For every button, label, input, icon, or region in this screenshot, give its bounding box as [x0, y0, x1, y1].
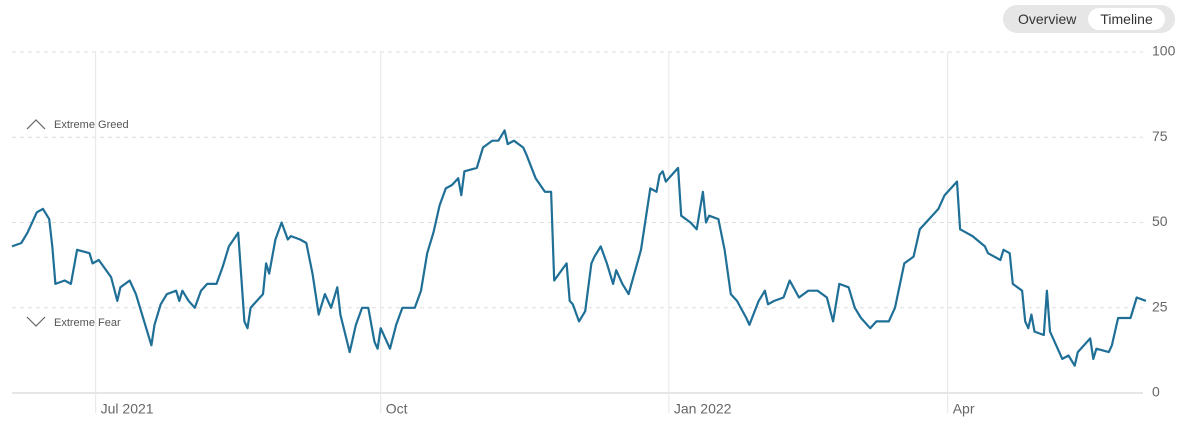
timeline-button[interactable]: Timeline: [1088, 8, 1165, 30]
x-tick-label: Jan 2022: [674, 401, 732, 417]
x-tick-label: Apr: [953, 401, 975, 417]
y-tick-label: 0: [1152, 384, 1160, 400]
greed-icon: [26, 119, 46, 130]
x-tick-label: Oct: [386, 401, 408, 417]
y-tick-label: 100: [1152, 43, 1176, 59]
y-tick-label: 25: [1152, 298, 1168, 314]
annotation: Extreme Greed: [54, 119, 129, 131]
fear-icon: [26, 316, 46, 327]
annotation: Extreme Fear: [54, 317, 121, 329]
overview-button[interactable]: Overview: [1018, 11, 1077, 27]
view-toggle: Overview Timeline: [1003, 5, 1175, 33]
x-tick-label: Jul 2021: [101, 401, 154, 417]
y-tick-label: 75: [1152, 128, 1168, 144]
y-tick-label: 50: [1152, 213, 1168, 229]
data-line: [11, 129, 1147, 367]
